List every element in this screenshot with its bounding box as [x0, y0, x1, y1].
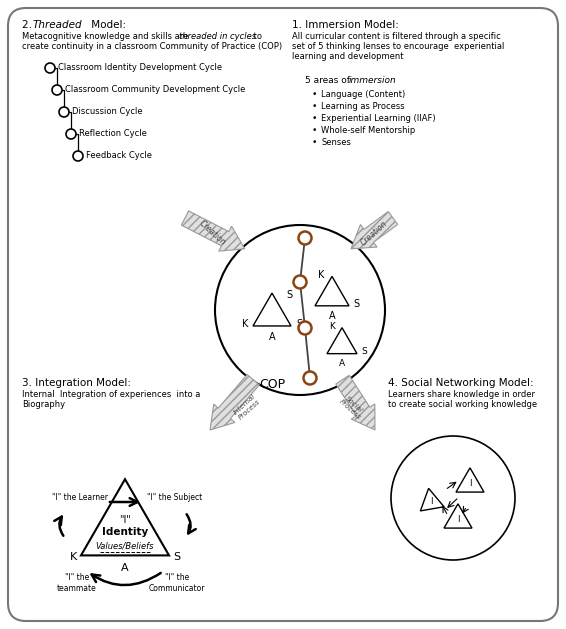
Text: "I" the Learner: "I" the Learner	[52, 494, 108, 503]
Text: Creation: Creation	[197, 219, 227, 247]
Text: Learners share knowledge in order: Learners share knowledge in order	[388, 390, 535, 399]
Circle shape	[391, 436, 515, 560]
Circle shape	[73, 151, 83, 161]
Text: I: I	[457, 516, 459, 525]
FancyArrowPatch shape	[54, 516, 63, 536]
Text: Internal
Process: Internal Process	[233, 393, 261, 421]
Polygon shape	[336, 376, 375, 430]
Circle shape	[215, 225, 385, 395]
Text: Whole-self Mentorship: Whole-self Mentorship	[321, 126, 415, 135]
Text: A: A	[121, 564, 129, 574]
Text: Experiential Learning (IIAF): Experiential Learning (IIAF)	[321, 114, 436, 123]
Polygon shape	[315, 276, 349, 306]
Text: A: A	[339, 359, 345, 368]
Text: Model:: Model:	[88, 20, 126, 30]
Text: •: •	[312, 102, 318, 111]
Text: 5 areas of: 5 areas of	[305, 76, 353, 85]
Circle shape	[59, 107, 69, 117]
Text: "I" the
Communicator: "I" the Communicator	[149, 574, 205, 593]
FancyArrowPatch shape	[110, 498, 138, 506]
Text: create continuity in a classroom Community of Practice (COP): create continuity in a classroom Communi…	[22, 42, 282, 51]
Text: S: S	[361, 347, 367, 356]
Text: set of 5 thinking lenses to encourage  experiential: set of 5 thinking lenses to encourage ex…	[292, 42, 504, 51]
Text: Social
Process: Social Process	[338, 393, 366, 421]
Text: I: I	[469, 479, 471, 489]
Circle shape	[52, 85, 62, 95]
Text: K: K	[318, 270, 324, 281]
Text: Internal  Integration of experiences  into a: Internal Integration of experiences into…	[22, 390, 200, 399]
Text: Creation: Creation	[359, 219, 389, 247]
Text: S: S	[173, 552, 180, 562]
Text: threaded in cycles: threaded in cycles	[179, 32, 256, 41]
Text: Identity: Identity	[102, 527, 148, 537]
Polygon shape	[456, 468, 484, 492]
Text: Classroom Identity Development Cycle: Classroom Identity Development Cycle	[58, 64, 222, 72]
FancyArrowPatch shape	[92, 573, 161, 585]
Circle shape	[294, 276, 307, 289]
Text: 1. Immersion Model:: 1. Immersion Model:	[292, 20, 399, 30]
Text: "I": "I"	[119, 515, 131, 525]
Text: S: S	[353, 299, 359, 309]
Text: Classroom Community Development Cycle: Classroom Community Development Cycle	[65, 86, 246, 94]
Text: K: K	[242, 319, 248, 329]
FancyArrowPatch shape	[187, 515, 196, 533]
Text: A: A	[329, 311, 335, 321]
Text: 3. Integration Model:: 3. Integration Model:	[22, 378, 131, 388]
Text: Values/Beliefs: Values/Beliefs	[96, 542, 155, 550]
Text: All curricular content is filtered through a specific: All curricular content is filtered throu…	[292, 32, 501, 41]
Text: 2.: 2.	[22, 20, 35, 30]
Text: •: •	[312, 114, 318, 123]
Text: learning and development: learning and development	[292, 52, 404, 61]
Polygon shape	[327, 328, 357, 353]
Circle shape	[298, 231, 311, 245]
Polygon shape	[253, 293, 291, 326]
Text: •: •	[312, 138, 318, 147]
Circle shape	[45, 63, 55, 73]
Text: Biography: Biography	[22, 400, 65, 409]
Text: Discussion Cycle: Discussion Cycle	[72, 108, 143, 116]
Text: •: •	[312, 90, 318, 99]
FancyBboxPatch shape	[8, 8, 558, 621]
Text: Learning as Process: Learning as Process	[321, 102, 405, 111]
Text: immersion: immersion	[349, 76, 397, 85]
Polygon shape	[210, 374, 259, 430]
Text: Threaded: Threaded	[33, 20, 83, 30]
Polygon shape	[81, 479, 169, 555]
Text: Language (Content): Language (Content)	[321, 90, 405, 99]
Text: •: •	[312, 126, 318, 135]
Text: A: A	[269, 332, 275, 342]
Text: Metacognitive knowledge and skills are: Metacognitive knowledge and skills are	[22, 32, 191, 41]
Text: to create social working knowledge: to create social working knowledge	[388, 400, 537, 409]
Polygon shape	[181, 211, 245, 251]
Text: K: K	[70, 552, 77, 562]
Text: Feedback Cycle: Feedback Cycle	[86, 152, 152, 160]
Text: S: S	[286, 290, 292, 300]
Text: "I" the Subject: "I" the Subject	[147, 494, 203, 503]
Text: I: I	[430, 498, 432, 506]
Polygon shape	[421, 488, 444, 511]
Text: COP: COP	[259, 378, 285, 391]
Text: K: K	[329, 322, 335, 331]
Text: Senses: Senses	[321, 138, 351, 147]
Text: S: S	[296, 319, 302, 329]
Text: "I" the
teammate: "I" the teammate	[57, 574, 97, 593]
Polygon shape	[444, 504, 472, 528]
Circle shape	[298, 321, 311, 335]
Polygon shape	[351, 211, 398, 249]
Text: Reflection Cycle: Reflection Cycle	[79, 130, 147, 138]
Circle shape	[303, 372, 316, 384]
Text: to: to	[251, 32, 262, 41]
Circle shape	[66, 129, 76, 139]
Text: 4. Social Networking Model:: 4. Social Networking Model:	[388, 378, 534, 388]
